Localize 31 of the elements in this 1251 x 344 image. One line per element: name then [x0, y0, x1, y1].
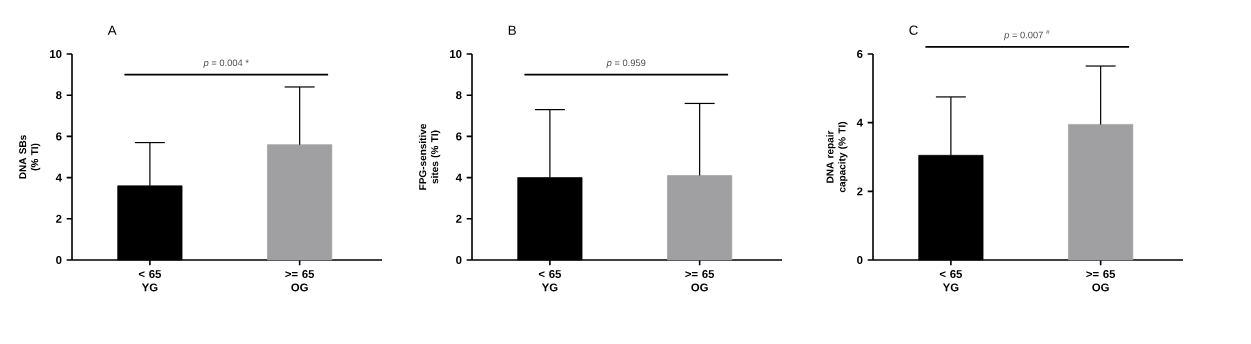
x-tick-label: < 65 YG [538, 270, 562, 292]
y-axis-title: DNA repair capacity (% TI) [826, 121, 848, 193]
y-axis-title: DNA SBs (% TI) [19, 135, 41, 179]
y-tick-label: 4 [55, 173, 62, 182]
y-tick-label: 6 [857, 50, 863, 59]
y-tick-label: 0 [456, 256, 462, 265]
chart-title: B [508, 25, 516, 35]
annotation: p = 0.004 * [203, 59, 249, 68]
y-tick-label: 2 [56, 214, 62, 223]
text: p = 0.007 $^{#}$ [1003, 29, 1050, 41]
y-tick-label: 8 [456, 91, 462, 100]
y-tick-label: 10 [50, 50, 62, 59]
annotation: p = 0.959 [606, 59, 646, 68]
chart-title: C [909, 25, 918, 35]
y-tick-label: 4 [856, 118, 863, 127]
y-tick-label: 0 [56, 256, 62, 265]
y-tick-label: 6 [456, 132, 462, 141]
y-tick-label: 10 [450, 50, 462, 59]
x-tick-label: < 65 YG [138, 270, 162, 292]
x-tick-label: < 65 YG [939, 270, 963, 292]
y-tick-label: 2 [857, 187, 863, 196]
x-tick-label: >= 65 OG [685, 270, 715, 292]
y-tick-label: 0 [857, 256, 863, 265]
y-tick-label: 2 [456, 214, 462, 223]
y-tick-label: 8 [56, 91, 62, 100]
x-tick-label: >= 65 OG [285, 270, 315, 292]
x-tick-label: >= 65 OG [1086, 270, 1116, 292]
y-tick-label: 6 [56, 132, 62, 141]
y-tick-label: 4 [455, 173, 462, 182]
chart-title: A [107, 25, 117, 35]
y-axis-title: FPG-sensitive sites (% TI) [418, 123, 441, 190]
